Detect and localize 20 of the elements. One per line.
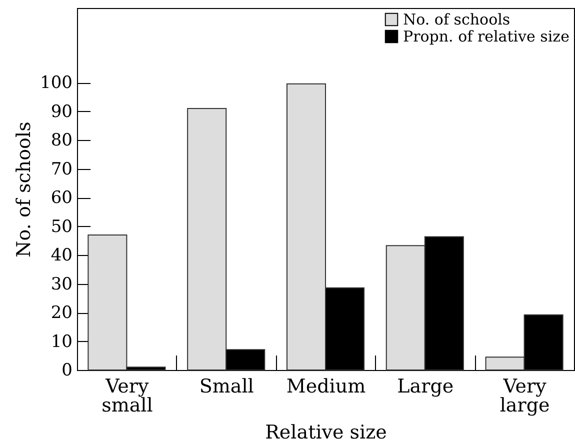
x-axis-title: Relative size [265,422,387,444]
x-tick-label: Very small [102,376,153,416]
legend-label: Propn. of relative size [403,28,570,46]
y-tick-label: 70 [50,159,72,180]
y-tick-label: 20 [50,303,72,324]
x-tick-label: Medium [286,376,366,398]
y-tick-label: 0 [62,360,72,380]
y-axis-title: No. of schools [13,122,36,258]
legend-label: No. of schools [403,10,510,28]
y-tick-label: 80 [50,130,72,151]
x-tick-label: Small [199,376,254,398]
y-tick-label: 50 [50,216,72,237]
y-tick-label: 10 [50,332,72,352]
y-tick-label: 60 [50,188,72,208]
y-tick-label: 90 [50,102,72,122]
x-tick-label: Very large [500,376,550,416]
y-tick-label: 30 [50,274,72,294]
x-tick-label: Large [397,376,454,398]
y-tick-label: 100 [40,73,72,94]
y-tick-label: 40 [50,246,72,266]
